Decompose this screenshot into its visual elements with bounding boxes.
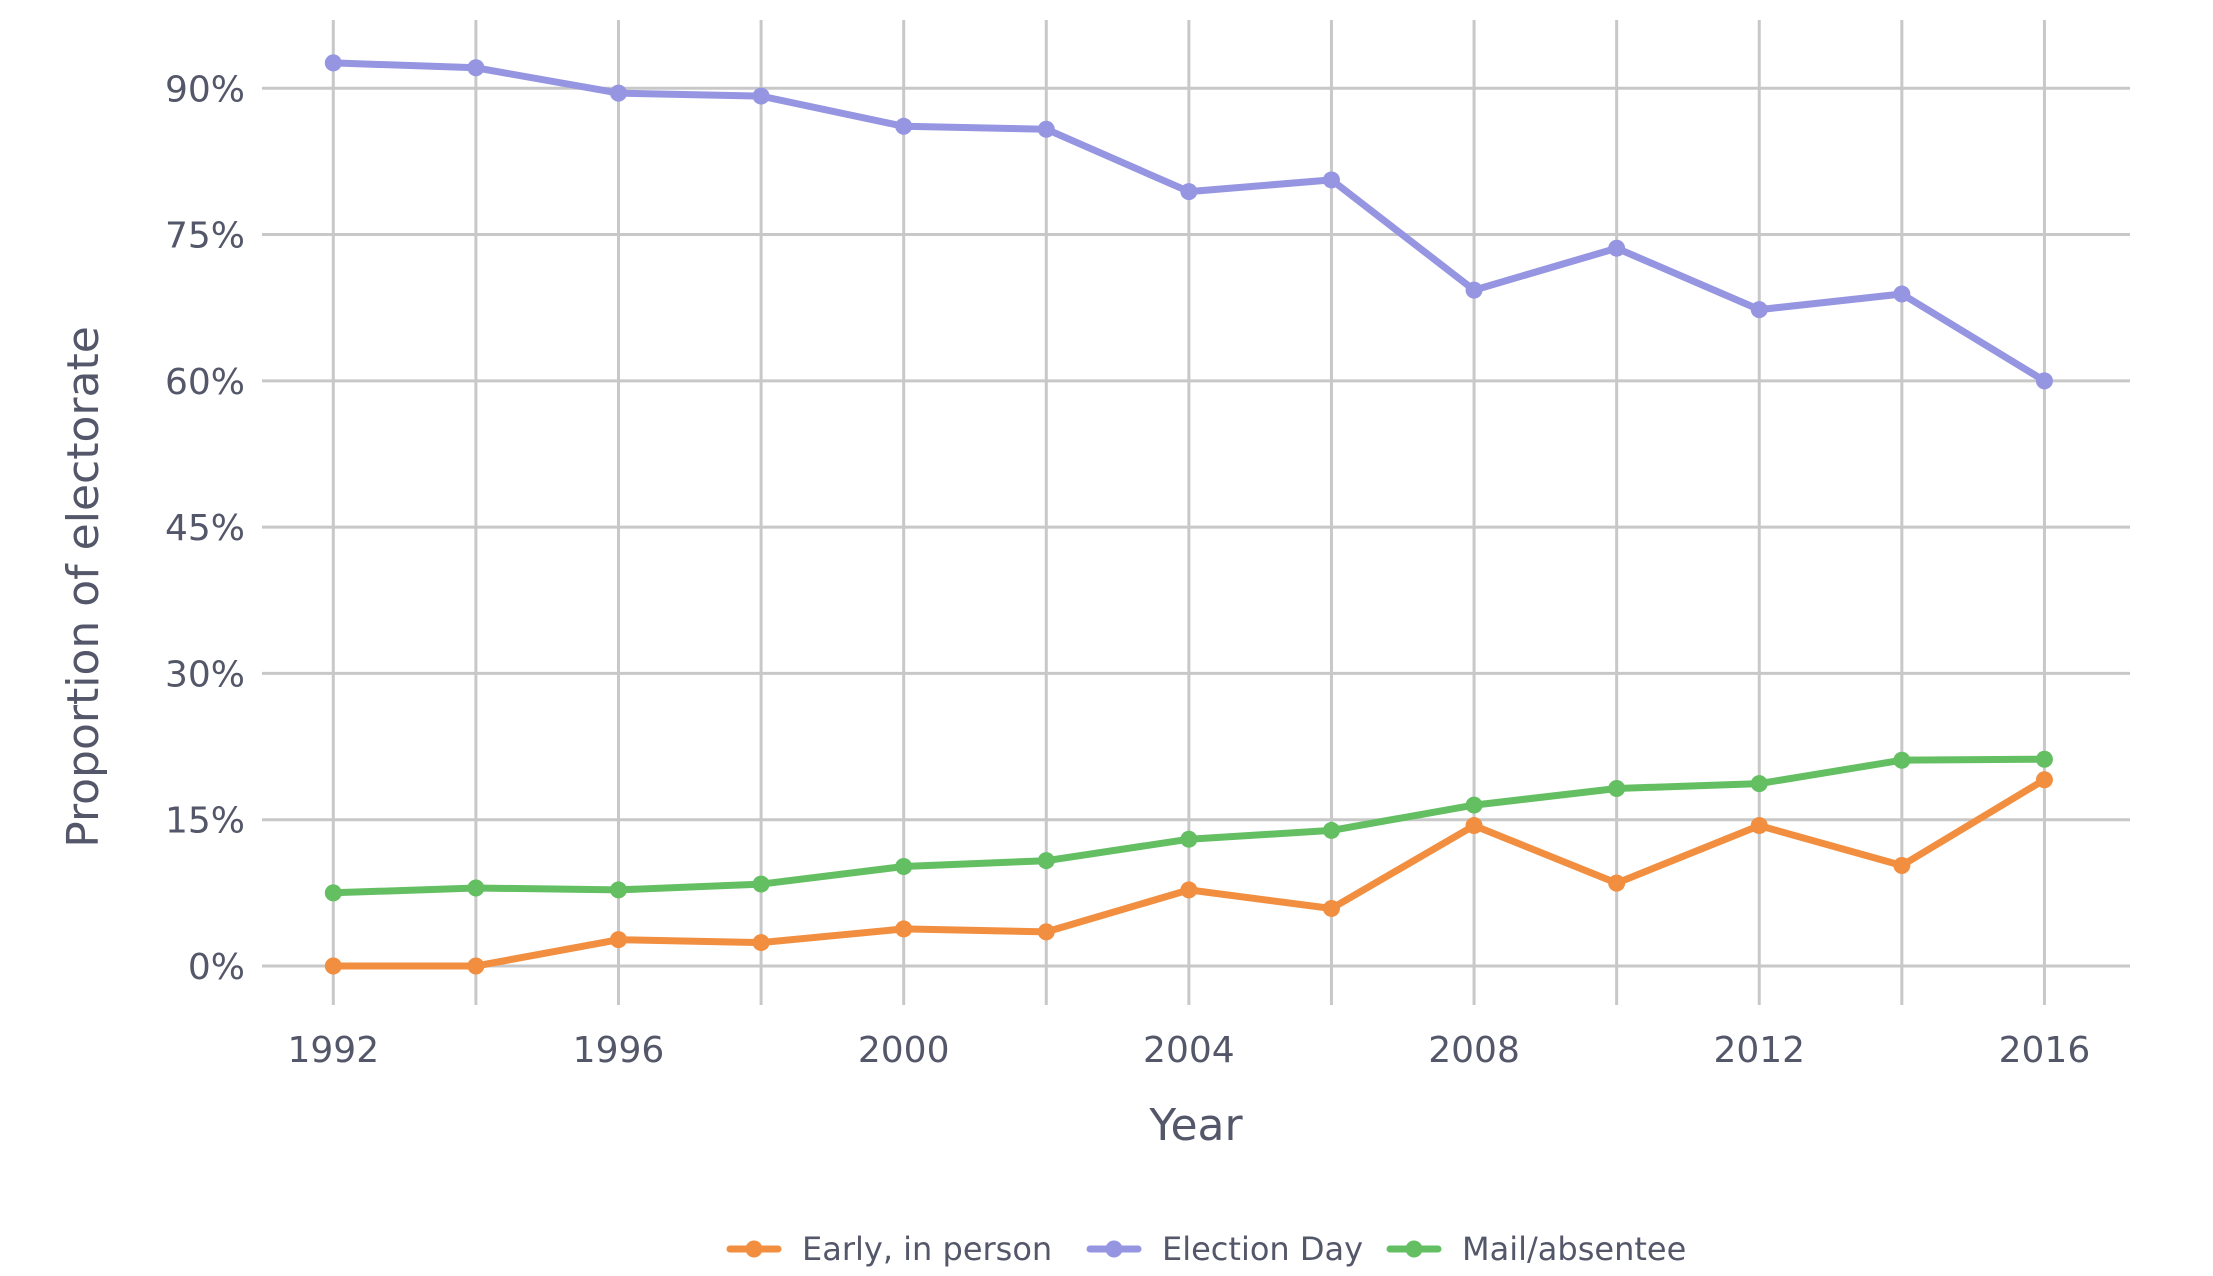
data-point-early-in-person xyxy=(1037,923,1055,941)
y-tick-label: 0% xyxy=(188,947,245,988)
data-point-mail-absentee xyxy=(2035,750,2053,768)
y-tick-label: 90% xyxy=(165,69,245,110)
data-point-early-in-person xyxy=(1322,899,1340,917)
data-point-mail-absentee xyxy=(1608,779,1626,797)
x-gridlines xyxy=(331,20,2046,1005)
x-tick-label: 2000 xyxy=(858,1030,950,1071)
data-point-mail-absentee xyxy=(609,881,627,899)
x-tick-label: 2012 xyxy=(1713,1030,1805,1071)
y-gridlines xyxy=(262,86,2130,968)
legend: Early, in person Election Day Mail/absente… xyxy=(726,1230,1686,1268)
data-point-early-in-person xyxy=(2035,771,2053,789)
legend-key-point-election-day xyxy=(1105,1240,1123,1258)
data-point-election-day xyxy=(2035,372,2053,390)
data-point-mail-absentee xyxy=(1893,751,1911,769)
data-point-election-day xyxy=(1750,301,1768,319)
data-point-election-day xyxy=(1322,171,1340,189)
x-axis-title: Year xyxy=(1148,1100,1243,1151)
legend-label-mail-absentee: Mail/absentee xyxy=(1462,1230,1686,1268)
legend-label-early-in-person: Early, in person xyxy=(802,1230,1052,1268)
data-point-election-day xyxy=(609,84,627,102)
data-point-election-day xyxy=(895,117,913,135)
data-point-early-in-person xyxy=(467,957,485,975)
data-point-early-in-person xyxy=(1750,817,1768,835)
data-point-election-day xyxy=(467,59,485,77)
data-point-mail-absentee xyxy=(467,879,485,897)
y-tick-label: 75% xyxy=(165,216,245,257)
data-point-mail-absentee xyxy=(1465,796,1483,814)
y-axis-title: Proportion of electorate xyxy=(58,326,109,848)
data-point-early-in-person xyxy=(1465,817,1483,835)
data-point-election-day xyxy=(1180,183,1198,201)
data-point-early-in-person xyxy=(895,920,913,938)
y-tick-label: 45% xyxy=(165,508,245,549)
data-point-election-day xyxy=(1465,281,1483,299)
series-points xyxy=(324,54,2053,975)
x-tick-label: 2004 xyxy=(1143,1030,1235,1071)
data-point-mail-absentee xyxy=(1322,821,1340,839)
data-point-election-day xyxy=(324,54,342,72)
x-tick-label: 1996 xyxy=(573,1030,665,1071)
data-point-early-in-person xyxy=(609,931,627,949)
data-point-mail-absentee xyxy=(1037,852,1055,870)
data-point-early-in-person xyxy=(324,957,342,975)
data-point-election-day xyxy=(1608,239,1626,257)
data-point-mail-absentee xyxy=(324,884,342,902)
data-point-mail-absentee xyxy=(1750,775,1768,793)
data-point-mail-absentee xyxy=(895,858,913,876)
data-point-election-day xyxy=(752,87,770,105)
x-tick-label: 2016 xyxy=(1999,1030,2091,1071)
data-point-mail-absentee xyxy=(1180,830,1198,848)
data-point-early-in-person xyxy=(1180,881,1198,899)
x-tick-labels: 1992 1996 2000 2004 2008 2012 2016 xyxy=(287,1030,2090,1071)
x-tick-label: 1992 xyxy=(287,1030,379,1071)
data-point-election-day xyxy=(1893,285,1911,303)
data-point-election-day xyxy=(1037,120,1055,138)
legend-key-point-early-in-person xyxy=(745,1240,763,1258)
data-point-early-in-person xyxy=(1608,874,1626,892)
data-point-early-in-person xyxy=(1893,857,1911,875)
y-tick-label: 30% xyxy=(165,654,245,695)
y-tick-label: 15% xyxy=(165,801,245,842)
legend-key-point-mail-absentee xyxy=(1405,1240,1423,1258)
x-tick-label: 2008 xyxy=(1428,1030,1520,1071)
y-tick-label: 60% xyxy=(165,362,245,403)
y-tick-labels: 0% 15% 30% 45% 60% 75% 90% xyxy=(165,69,245,988)
data-point-early-in-person xyxy=(752,934,770,952)
data-point-mail-absentee xyxy=(752,875,770,893)
legend-label-election-day: Election Day xyxy=(1162,1230,1363,1268)
